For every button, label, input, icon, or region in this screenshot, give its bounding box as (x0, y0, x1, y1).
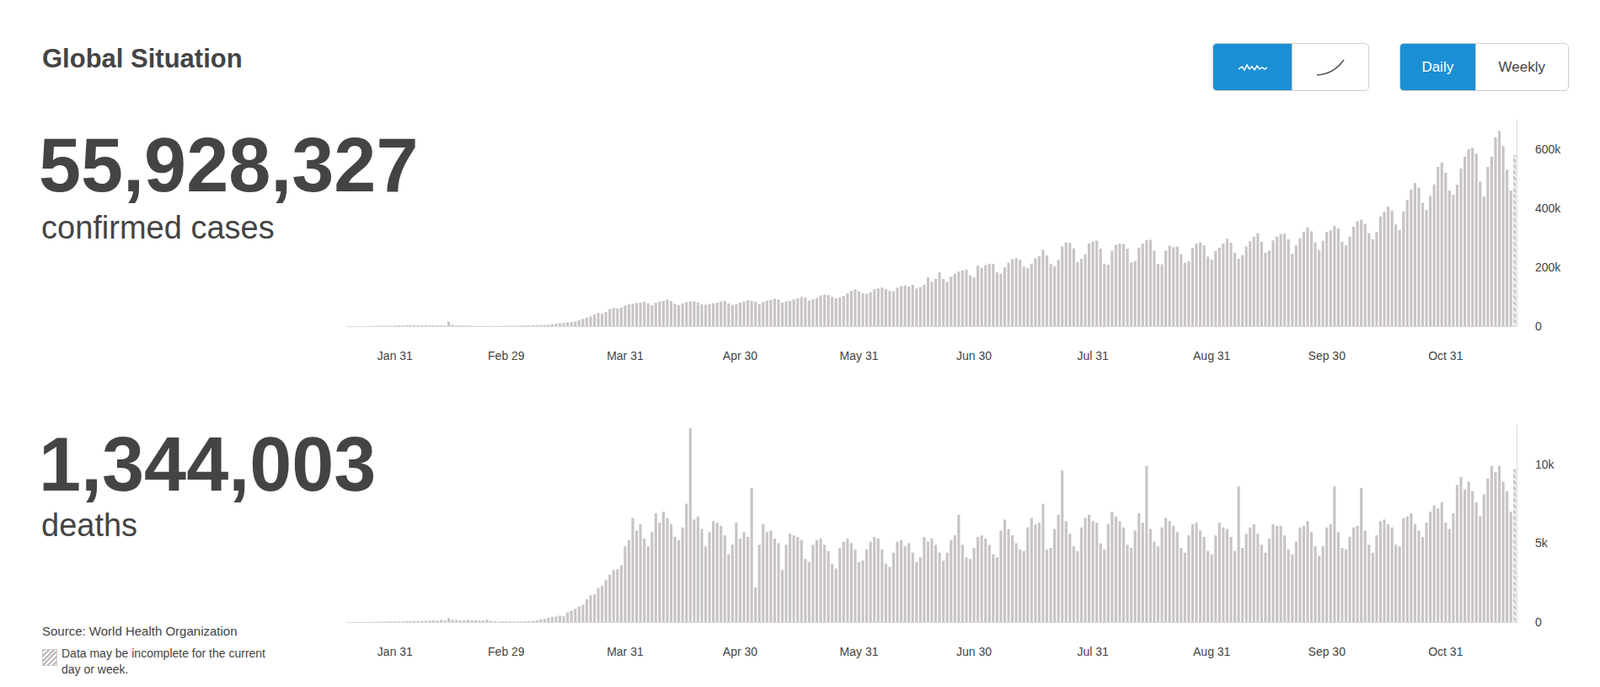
svg-text:Feb 29: Feb 29 (487, 644, 525, 659)
svg-text:Aug 31: Aug 31 (1193, 644, 1231, 659)
html-text:deaths: deaths (41, 507, 138, 543)
svg-text:10k: 10k (1535, 457, 1556, 471)
svg-text:0: 0 (1535, 615, 1542, 629)
html-text:Global Situation: Global Situation (42, 43, 243, 74)
svg-text:Apr 30: Apr 30 (722, 348, 758, 363)
svg-text:Mar 31: Mar 31 (606, 348, 644, 363)
svg-text:Aug 31: Aug 31 (1193, 348, 1231, 363)
svg-text:Apr 30: Apr 30 (722, 644, 758, 659)
svg-text:Jan 31: Jan 31 (377, 348, 413, 363)
html-text:55,928,327: 55,928,327 (38, 123, 419, 208)
svg-text:Oct 31: Oct 31 (1428, 644, 1463, 659)
html-text:Daily: Daily (1421, 58, 1454, 75)
svg-text:Jul 31: Jul 31 (1076, 348, 1109, 363)
svg-text:400k: 400k (1535, 201, 1562, 215)
svg-text:Jun 30: Jun 30 (956, 644, 992, 659)
svg-text:200k: 200k (1535, 260, 1562, 274)
svg-text:0: 0 (1535, 319, 1542, 333)
html-text:Source: World Health Organizat: Source: World Health Organization (42, 623, 238, 638)
svg-text:May 31: May 31 (840, 644, 879, 659)
html-text:confirmed cases: confirmed cases (41, 209, 275, 246)
html-text:Weekly: Weekly (1498, 58, 1546, 75)
html-text:Data may be incomplete for the: Data may be incomplete for the current d… (61, 646, 266, 676)
svg-text:Mar 31: Mar 31 (606, 644, 644, 659)
svg-text:Sep 30: Sep 30 (1308, 348, 1347, 363)
svg-text:5k: 5k (1535, 535, 1549, 550)
html-text:1,344,003: 1,344,003 (38, 422, 377, 507)
svg-text:Oct 31: Oct 31 (1428, 348, 1463, 363)
svg-text:May 31: May 31 (840, 348, 879, 363)
svg-text:Jun 30: Jun 30 (956, 348, 992, 363)
svg-text:Sep 30: Sep 30 (1308, 644, 1347, 659)
svg-text:Feb 29: Feb 29 (487, 348, 525, 363)
svg-text:600k: 600k (1535, 142, 1562, 156)
svg-text:Jul 31: Jul 31 (1076, 644, 1109, 659)
svg-text:Jan 31: Jan 31 (377, 644, 413, 659)
